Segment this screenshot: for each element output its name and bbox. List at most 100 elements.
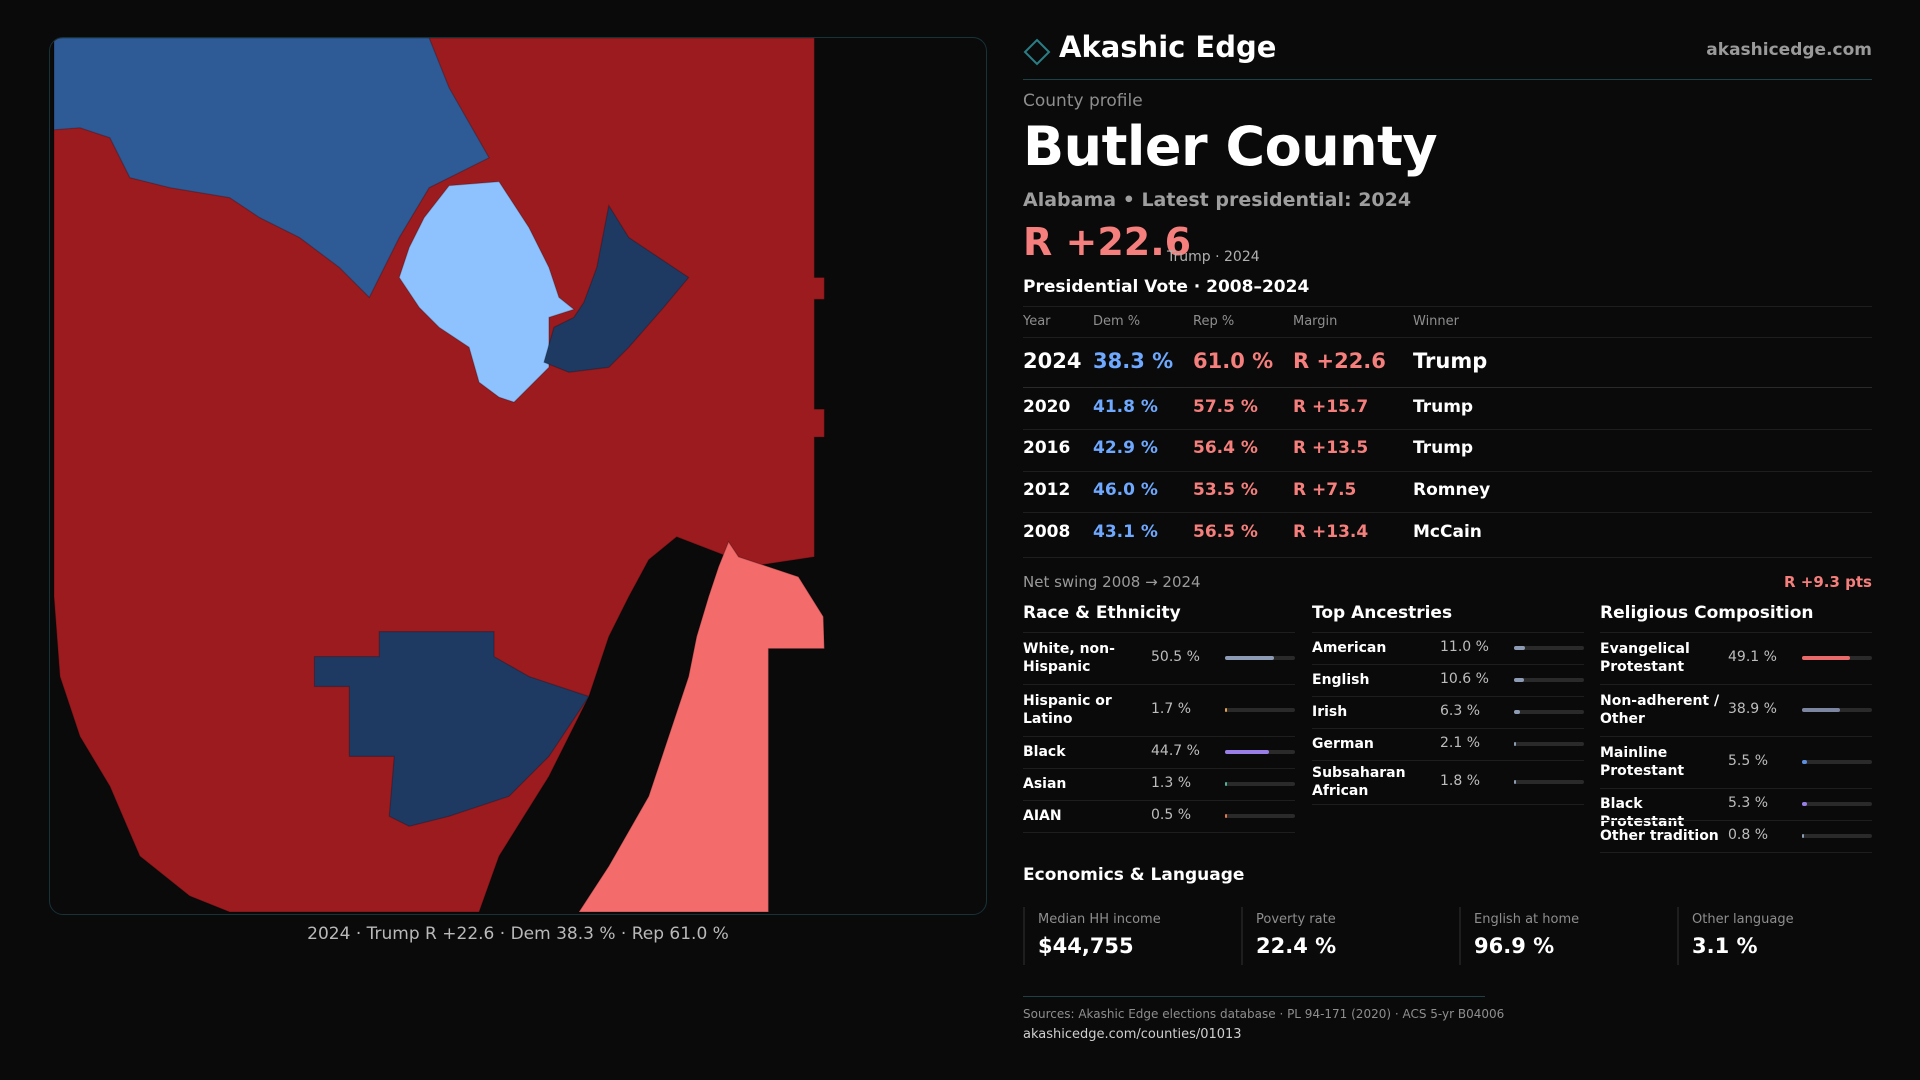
precinct-region-strong-dem-south[interactable] [313, 631, 590, 827]
stat-bar-fill [1514, 646, 1525, 650]
religion-section-title: Religious Composition [1600, 603, 1814, 623]
vote-winner: Trump [1413, 438, 1474, 458]
religion-stat-row: Evangelical Protestant 49.1 % [1600, 632, 1872, 684]
stat-bar-fill [1802, 802, 1808, 806]
stat-label: Evangelical Protestant [1600, 641, 1690, 675]
econ-label: Poverty rate [1256, 912, 1336, 927]
vote-rep-pct: 56.5 % [1193, 522, 1258, 542]
stat-label: Other tradition [1600, 828, 1719, 844]
table-divider [1023, 557, 1872, 558]
race-stat-row: White, non-Hispanic 50.5 % [1023, 632, 1295, 684]
stat-row-divider [1023, 632, 1295, 633]
precinct-region-strong-dem-north[interactable] [543, 204, 690, 373]
stat-bar-track [1802, 802, 1872, 806]
stat-bar-fill [1514, 742, 1517, 746]
precinct-region-lean-rep-southeast[interactable] [577, 540, 825, 913]
stat-row-divider [1312, 804, 1584, 805]
econ-card-other-language: Other language 3.1 % [1677, 907, 1872, 965]
ancestry-stat-row: Irish 6.3 % [1312, 696, 1584, 728]
sources-note: Sources: Akashic Edge elections database… [1023, 1007, 1505, 1021]
stat-label: Irish [1312, 704, 1348, 720]
stat-bar-track [1514, 742, 1584, 746]
stat-row-divider [1312, 664, 1584, 665]
stat-label: Asian [1023, 776, 1067, 792]
stat-bar-fill [1514, 710, 1521, 714]
vote-dem-pct: 46.0 % [1093, 480, 1158, 500]
stat-bar-fill [1225, 782, 1227, 786]
vote-margin: R +22.6 [1293, 349, 1386, 373]
religion-stat-row: Mainline Protestant 5.5 % [1600, 736, 1872, 788]
county-subtitle: Alabama • Latest presidential: 2024 [1023, 189, 1412, 211]
stat-bar-track [1802, 708, 1872, 712]
race-stat-row: Asian 1.3 % [1023, 768, 1295, 800]
table-divider [1023, 387, 1872, 388]
vote-year: 2020 [1023, 397, 1071, 417]
precinct-region-lean-dem-town[interactable] [398, 181, 576, 403]
econ-value: 96.9 % [1474, 934, 1555, 958]
table-divider [1023, 471, 1872, 472]
stat-bar-fill [1802, 760, 1808, 764]
race-stat-row: Hispanic or Latino 1.7 % [1023, 684, 1295, 736]
ancestry-section-title: Top Ancestries [1312, 603, 1453, 623]
column-header-winner: Winner [1413, 314, 1460, 329]
race-section-title: Race & Ethnicity [1023, 603, 1181, 623]
stat-bar-track [1514, 710, 1584, 714]
eyebrow-label: County profile [1023, 91, 1143, 111]
stat-label: American [1312, 640, 1387, 656]
stat-label: Mainline Protestant [1600, 745, 1685, 779]
vote-winner: McCain [1413, 522, 1482, 542]
header-divider [1023, 79, 1872, 80]
vote-rep-pct: 53.5 % [1193, 480, 1258, 500]
stat-value: 10.6 % [1440, 671, 1489, 687]
county-title: Butler County [1023, 115, 1438, 178]
stat-row-divider [1023, 832, 1295, 833]
table-divider [1023, 337, 1872, 338]
religion-stat-row: Non-adherent / Other 38.9 % [1600, 684, 1872, 736]
diamond-outline-icon [1023, 38, 1051, 66]
stat-bar-fill [1225, 750, 1269, 754]
vote-rep-pct: 56.4 % [1193, 438, 1258, 458]
vote-margin: R +13.5 [1293, 438, 1369, 458]
stat-bar-fill [1514, 678, 1525, 682]
ancestry-stat-row: Subsaharan African 1.8 % [1312, 760, 1584, 804]
stat-label: AIAN [1023, 808, 1062, 824]
ancestry-stat-row: German 2.1 % [1312, 728, 1584, 760]
net-swing-label: Net swing 2008 → 2024 [1023, 573, 1201, 591]
stat-value: 5.5 % [1728, 753, 1769, 769]
stat-value: 5.3 % [1728, 795, 1769, 811]
table-divider [1023, 512, 1872, 513]
stat-value: 1.8 % [1440, 773, 1481, 789]
stat-row-divider [1023, 800, 1295, 801]
county-page-link[interactable]: akashicedge.com/counties/01013 [1023, 1027, 1242, 1042]
stat-row-divider [1600, 852, 1872, 853]
stat-value: 44.7 % [1151, 743, 1200, 759]
vote-year: 2024 [1023, 349, 1082, 373]
stat-row-divider [1600, 736, 1872, 737]
stat-label: German [1312, 736, 1374, 752]
brand-url-link[interactable]: akashicedge.com [1706, 40, 1872, 60]
vote-winner: Romney [1413, 480, 1491, 500]
table-divider [1023, 306, 1872, 307]
stat-label: English [1312, 672, 1370, 688]
headline-margin: R +22.6 [1023, 220, 1192, 264]
column-header-margin: Margin [1293, 314, 1338, 329]
stat-bar-fill [1225, 814, 1227, 818]
vote-year: 2008 [1023, 522, 1071, 542]
econ-label: English at home [1474, 912, 1580, 927]
stat-row-divider [1312, 760, 1584, 761]
county-precinct-map[interactable] [49, 37, 987, 915]
stat-row-divider [1600, 632, 1872, 633]
stat-row-divider [1023, 684, 1295, 685]
stat-bar-track [1802, 656, 1872, 660]
map-caption: 2024 · Trump R +22.6 · Dem 38.3 % · Rep … [307, 924, 729, 944]
vote-margin: R +15.7 [1293, 397, 1369, 417]
stat-bar-fill [1225, 708, 1227, 712]
stat-bar-fill [1802, 656, 1851, 660]
stat-row-divider [1023, 768, 1295, 769]
race-stat-row: Black 44.7 % [1023, 736, 1295, 768]
stat-row-divider [1312, 728, 1584, 729]
ancestry-stat-row: American 11.0 % [1312, 632, 1584, 664]
stat-value: 6.3 % [1440, 703, 1481, 719]
stat-label: Black Protestant [1600, 796, 1685, 830]
precinct-region-mid-dem-northwest[interactable] [53, 38, 490, 299]
